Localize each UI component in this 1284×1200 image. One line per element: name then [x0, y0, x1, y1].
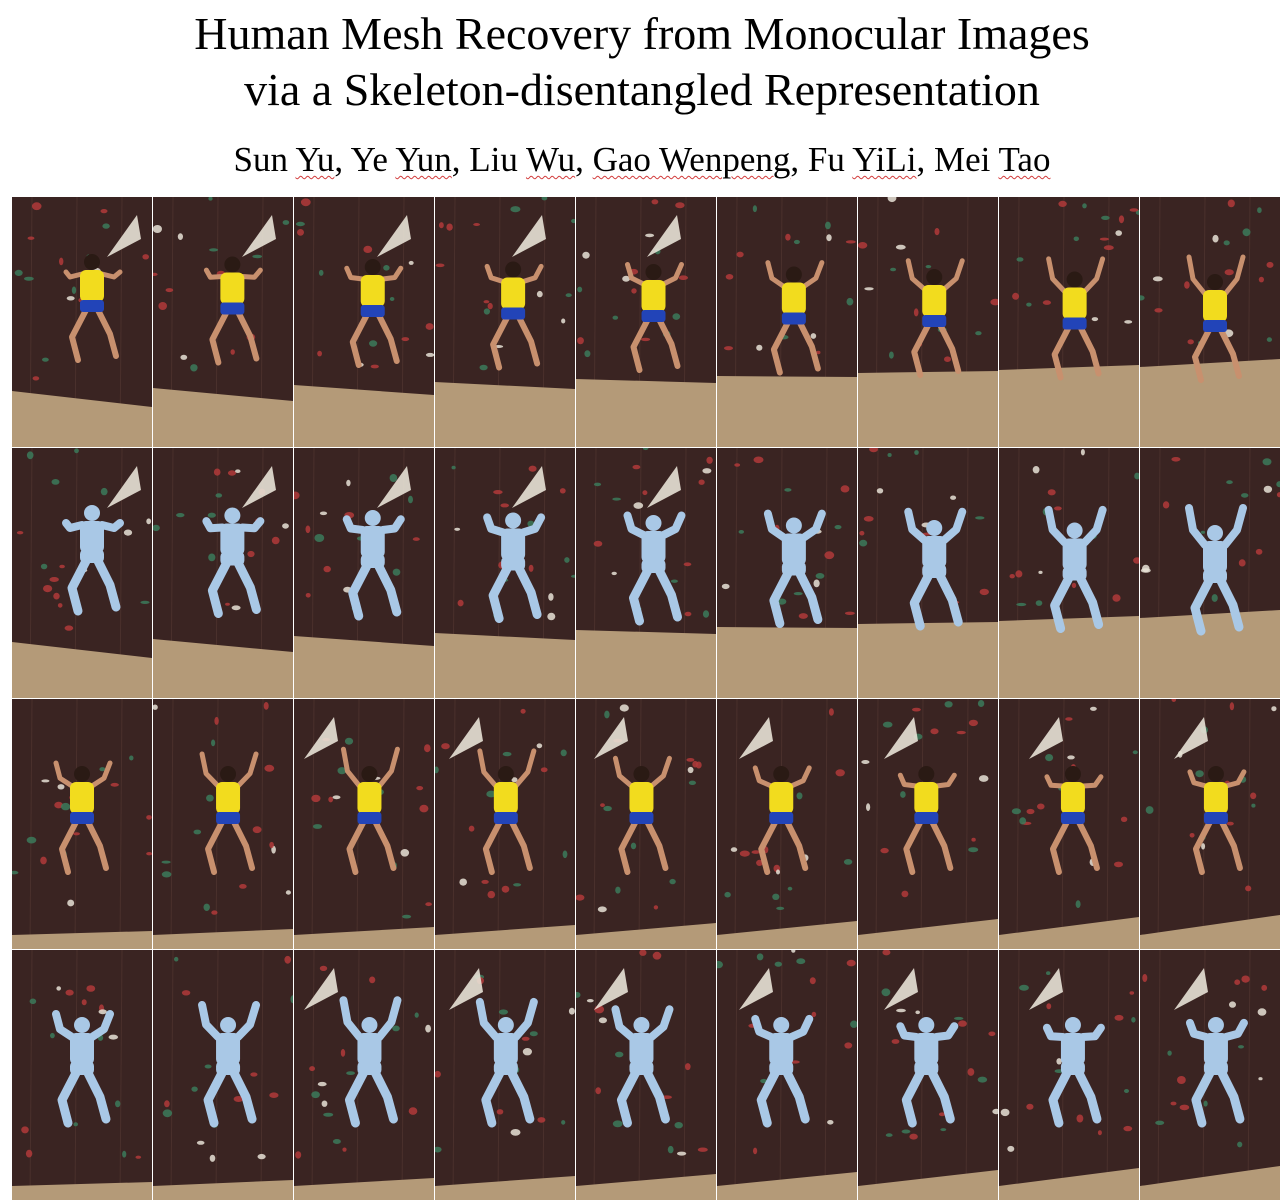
mesh-overlay-frame — [1140, 448, 1280, 698]
climbing-photo-frame — [999, 699, 1139, 949]
climbing-photo-frame — [435, 197, 575, 447]
author-name: Mei Tao — [933, 140, 1051, 179]
author-name: Liu Wu — [469, 140, 576, 179]
title-line-2: via a Skeleton-disentangled Representati… — [244, 64, 1040, 115]
climbing-photo-frame — [576, 197, 716, 447]
mesh-overlay-frame — [576, 950, 716, 1200]
author-name: Gao Wenpeng — [592, 140, 791, 179]
author-name: Ye Yun — [350, 140, 452, 179]
mesh-overlay-frame — [858, 950, 998, 1200]
mesh-overlay-frame — [717, 950, 857, 1200]
mesh-overlay-frame — [294, 950, 434, 1200]
climbing-photo-frame — [12, 197, 152, 447]
climbing-photo-frame — [294, 197, 434, 447]
climbing-photo-frame — [153, 699, 293, 949]
climbing-photo-frame — [858, 197, 998, 447]
mesh-overlay-frame — [153, 950, 293, 1200]
figure-title: Human Mesh Recovery from Monocular Image… — [0, 6, 1284, 118]
climbing-photo-frame — [858, 699, 998, 949]
author-list: Sun Yu, Ye Yun, Liu Wu, Gao Wenpeng, Fu … — [233, 140, 1051, 179]
climbing-photo-frame — [717, 197, 857, 447]
mesh-overlay-frame — [717, 448, 857, 698]
mesh-overlay-frame — [153, 448, 293, 698]
mesh-overlay-frame — [999, 448, 1139, 698]
mesh-overlay-frame — [576, 448, 716, 698]
climbing-photo-frame — [12, 699, 152, 949]
climbing-photo-frame — [576, 699, 716, 949]
mesh-overlay-frame — [12, 448, 152, 698]
mesh-overlay-frame — [858, 448, 998, 698]
climbing-photo-frame — [153, 197, 293, 447]
climbing-photo-frame — [1140, 699, 1280, 949]
results-figure-grid — [12, 197, 1280, 1200]
mesh-overlay-frame — [294, 448, 434, 698]
mesh-overlay-frame — [1140, 950, 1280, 1200]
mesh-overlay-frame — [12, 950, 152, 1200]
climbing-photo-frame — [717, 699, 857, 949]
mesh-overlay-frame — [435, 448, 575, 698]
mesh-overlay-frame — [999, 950, 1139, 1200]
author-name: Sun Yu — [233, 140, 335, 179]
climbing-photo-frame — [999, 197, 1139, 447]
author-name: Fu YiLi — [807, 140, 917, 179]
climbing-photo-frame — [1140, 197, 1280, 447]
climbing-photo-frame — [294, 699, 434, 949]
title-line-1: Human Mesh Recovery from Monocular Image… — [194, 8, 1090, 59]
climbing-photo-frame — [435, 699, 575, 949]
mesh-overlay-frame — [435, 950, 575, 1200]
